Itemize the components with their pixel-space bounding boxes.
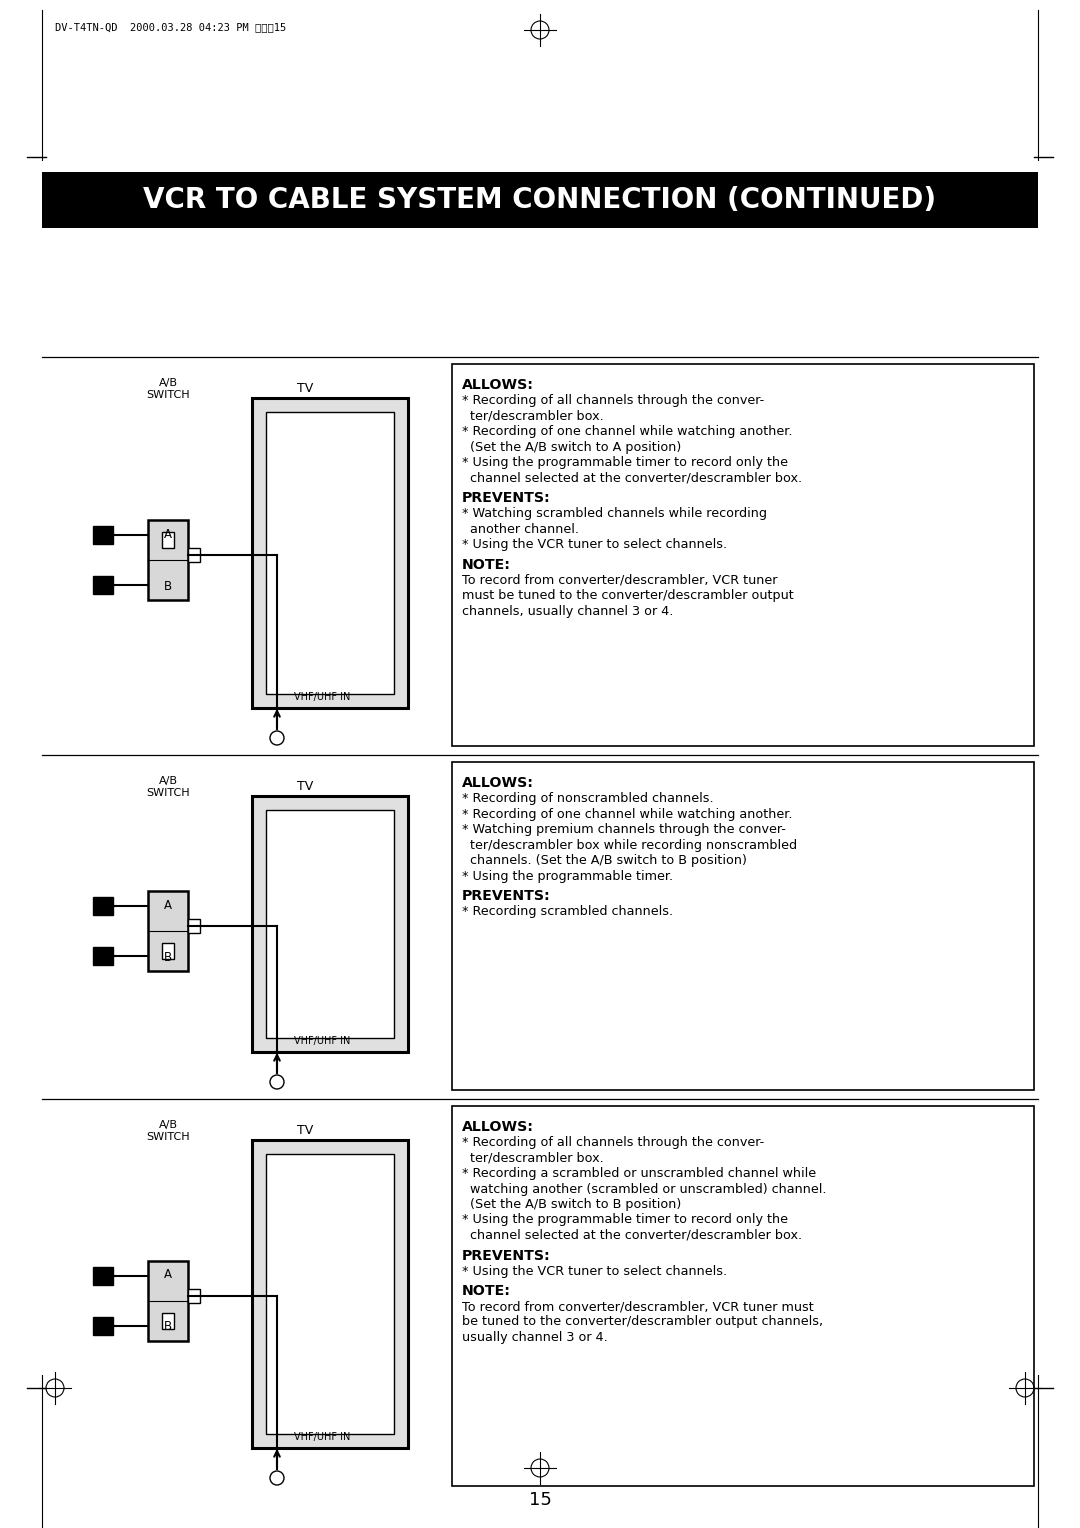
Text: ter/descrambler box while recording nonscrambled: ter/descrambler box while recording nons… — [462, 839, 797, 851]
Text: * Using the programmable timer.: * Using the programmable timer. — [462, 869, 673, 883]
Bar — [453, 1106, 1034, 1487]
Text: channel selected at the converter/descrambler box.: channel selected at the converter/descra… — [462, 472, 802, 484]
Bar — [266, 810, 394, 1038]
Bar — [93, 897, 113, 915]
Text: B: B — [164, 1320, 172, 1334]
Text: (Set the A/B switch to B position): (Set the A/B switch to B position) — [462, 1198, 681, 1212]
Text: A: A — [164, 1268, 172, 1282]
Text: * Recording of nonscrambled channels.: * Recording of nonscrambled channels. — [462, 792, 714, 805]
Text: NOTE:: NOTE: — [462, 558, 511, 571]
Bar — [93, 1267, 113, 1285]
Bar — [252, 1140, 408, 1449]
Bar — [148, 1261, 188, 1342]
Text: * Recording of one channel while watching another.: * Recording of one channel while watchin… — [462, 807, 793, 821]
Circle shape — [270, 730, 284, 746]
Bar — [252, 796, 408, 1051]
Text: PREVENTS:: PREVENTS: — [462, 490, 551, 504]
Bar — [148, 891, 188, 970]
Text: A/B
SWITCH: A/B SWITCH — [146, 776, 190, 798]
Text: * Recording a scrambled or unscrambled channel while: * Recording a scrambled or unscrambled c… — [462, 1167, 816, 1180]
Text: NOTE:: NOTE: — [462, 1284, 511, 1297]
Text: TV: TV — [297, 1125, 313, 1137]
Text: VHF/UHF IN: VHF/UHF IN — [294, 1432, 350, 1442]
Text: VHF/UHF IN: VHF/UHF IN — [294, 692, 350, 701]
Text: channel selected at the converter/descrambler box.: channel selected at the converter/descra… — [462, 1229, 802, 1242]
Text: DV-T4TN-QD  2000.03.28 04:23 PM 페이직15: DV-T4TN-QD 2000.03.28 04:23 PM 페이직15 — [55, 21, 286, 32]
Text: A: A — [164, 898, 172, 912]
Text: VCR TO CABLE SYSTEM CONNECTION (CONTINUED): VCR TO CABLE SYSTEM CONNECTION (CONTINUE… — [144, 186, 936, 214]
Text: A/B
SWITCH: A/B SWITCH — [146, 1120, 190, 1141]
Bar — [266, 413, 394, 694]
Text: ter/descrambler box.: ter/descrambler box. — [462, 410, 604, 423]
Bar — [148, 520, 188, 601]
Bar — [252, 397, 408, 707]
Bar — [162, 1313, 174, 1329]
Text: channels, usually channel 3 or 4.: channels, usually channel 3 or 4. — [462, 605, 673, 617]
Text: A: A — [164, 527, 172, 541]
Bar — [162, 943, 174, 960]
Text: ALLOWS:: ALLOWS: — [462, 776, 534, 790]
Bar — [93, 1317, 113, 1335]
Text: be tuned to the converter/descrambler output channels,: be tuned to the converter/descrambler ou… — [462, 1316, 823, 1328]
Text: PREVENTS:: PREVENTS: — [462, 889, 551, 903]
Text: * Using the programmable timer to record only the: * Using the programmable timer to record… — [462, 455, 788, 469]
Text: * Using the VCR tuner to select channels.: * Using the VCR tuner to select channels… — [462, 538, 727, 552]
Text: TV: TV — [297, 779, 313, 793]
Text: must be tuned to the converter/descrambler output: must be tuned to the converter/descrambl… — [462, 588, 794, 602]
Text: another channel.: another channel. — [462, 523, 579, 535]
Text: * Using the programmable timer to record only the: * Using the programmable timer to record… — [462, 1213, 788, 1227]
Bar — [188, 1290, 200, 1303]
Text: 15: 15 — [528, 1491, 552, 1510]
Text: * Recording of all channels through the conver-: * Recording of all channels through the … — [462, 1135, 765, 1149]
Text: * Recording of one channel while watching another.: * Recording of one channel while watchin… — [462, 425, 793, 439]
Bar — [162, 532, 174, 549]
Text: To record from converter/descrambler, VCR tuner must: To record from converter/descrambler, VC… — [462, 1300, 813, 1313]
Text: * Watching scrambled channels while recording: * Watching scrambled channels while reco… — [462, 507, 767, 520]
Bar — [42, 173, 1038, 228]
Text: PREVENTS:: PREVENTS: — [462, 1248, 551, 1262]
Bar — [188, 918, 200, 934]
Text: A/B
SWITCH: A/B SWITCH — [146, 377, 190, 400]
Bar — [188, 549, 200, 562]
Text: B: B — [164, 579, 172, 593]
Text: * Recording scrambled channels.: * Recording scrambled channels. — [462, 905, 673, 918]
Text: * Recording of all channels through the conver-: * Recording of all channels through the … — [462, 394, 765, 406]
Text: ALLOWS:: ALLOWS: — [462, 377, 534, 393]
Text: usually channel 3 or 4.: usually channel 3 or 4. — [462, 1331, 608, 1345]
Bar — [93, 576, 113, 594]
Text: (Set the A/B switch to A position): (Set the A/B switch to A position) — [462, 440, 681, 454]
Text: ter/descrambler box.: ter/descrambler box. — [462, 1152, 604, 1164]
Circle shape — [270, 1076, 284, 1089]
Bar — [93, 947, 113, 966]
Bar — [266, 1154, 394, 1433]
Text: channels. (Set the A/B switch to B position): channels. (Set the A/B switch to B posit… — [462, 854, 747, 866]
Text: B: B — [164, 950, 172, 964]
Text: To record from converter/descrambler, VCR tuner: To record from converter/descrambler, VC… — [462, 573, 778, 587]
Bar — [93, 526, 113, 544]
Text: ALLOWS:: ALLOWS: — [462, 1120, 534, 1134]
Bar — [453, 364, 1034, 746]
Circle shape — [270, 1471, 284, 1485]
Text: * Watching premium channels through the conver-: * Watching premium channels through the … — [462, 824, 786, 836]
Text: VHF/UHF IN: VHF/UHF IN — [294, 1036, 350, 1047]
Bar — [453, 762, 1034, 1089]
Text: * Using the VCR tuner to select channels.: * Using the VCR tuner to select channels… — [462, 1265, 727, 1277]
Text: TV: TV — [297, 382, 313, 396]
Text: watching another (scrambled or unscrambled) channel.: watching another (scrambled or unscrambl… — [462, 1183, 826, 1195]
